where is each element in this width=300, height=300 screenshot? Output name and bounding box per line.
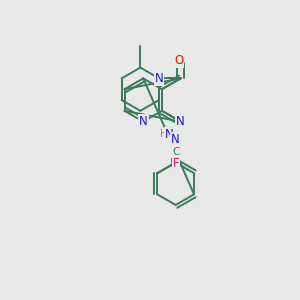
Text: N: N bbox=[176, 115, 185, 128]
Text: N: N bbox=[155, 72, 164, 85]
Text: C: C bbox=[172, 147, 179, 157]
Text: O: O bbox=[174, 54, 183, 67]
Text: N: N bbox=[165, 128, 174, 141]
Text: N: N bbox=[171, 133, 180, 146]
Text: H: H bbox=[160, 129, 167, 139]
Text: N: N bbox=[139, 115, 148, 128]
Text: F: F bbox=[172, 158, 179, 170]
